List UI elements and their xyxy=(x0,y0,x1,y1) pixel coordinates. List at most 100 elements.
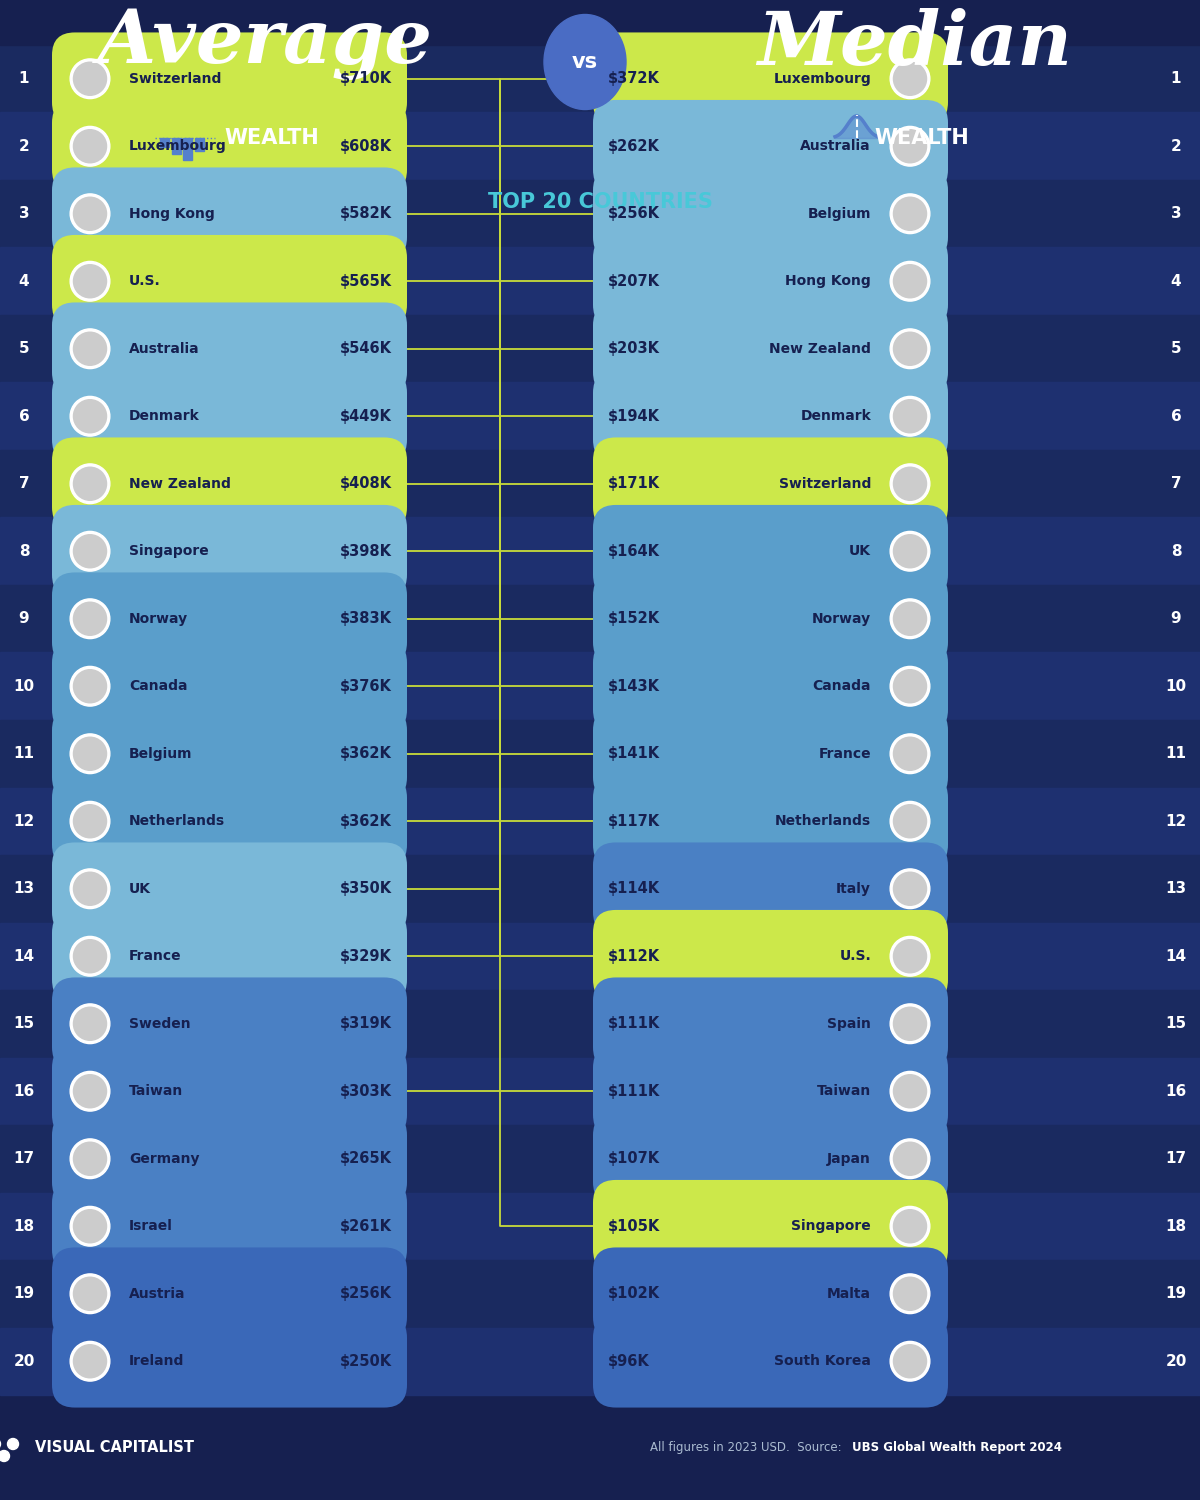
Text: 8: 8 xyxy=(1171,543,1181,558)
Circle shape xyxy=(890,1071,930,1112)
Circle shape xyxy=(70,1138,110,1179)
Text: $582K: $582K xyxy=(340,207,392,222)
Text: 13: 13 xyxy=(1165,880,1187,896)
Text: 4: 4 xyxy=(19,273,29,288)
Bar xyxy=(0,315,1200,382)
Circle shape xyxy=(894,534,926,568)
Bar xyxy=(0,518,1200,585)
Circle shape xyxy=(890,261,930,302)
Circle shape xyxy=(7,1438,18,1449)
Circle shape xyxy=(890,598,930,639)
Text: $383K: $383K xyxy=(340,612,392,627)
Bar xyxy=(160,138,169,147)
FancyBboxPatch shape xyxy=(52,100,407,192)
Text: Singapore: Singapore xyxy=(791,1220,871,1233)
Circle shape xyxy=(73,1276,107,1311)
Text: Average: Average xyxy=(97,8,432,81)
Circle shape xyxy=(73,466,107,501)
Text: $152K: $152K xyxy=(608,612,660,627)
Circle shape xyxy=(73,62,107,96)
FancyBboxPatch shape xyxy=(593,843,948,934)
Text: $105K: $105K xyxy=(608,1218,660,1233)
Circle shape xyxy=(70,126,110,166)
Text: Belgium: Belgium xyxy=(808,207,871,220)
Text: Sweden: Sweden xyxy=(130,1017,191,1031)
Text: 18: 18 xyxy=(13,1218,35,1233)
Text: Luxembourg: Luxembourg xyxy=(130,140,227,153)
FancyBboxPatch shape xyxy=(593,1248,948,1340)
FancyBboxPatch shape xyxy=(52,910,407,1002)
Text: $362K: $362K xyxy=(340,813,392,828)
Text: All figures in 2023 USD.  Source:: All figures in 2023 USD. Source: xyxy=(650,1442,841,1455)
Bar xyxy=(0,1058,1200,1125)
Text: 3: 3 xyxy=(19,207,29,222)
Text: Norway: Norway xyxy=(130,612,188,626)
Bar xyxy=(0,922,1200,990)
Text: $408K: $408K xyxy=(340,476,392,490)
Text: $303K: $303K xyxy=(340,1083,392,1098)
Text: 18: 18 xyxy=(1165,1218,1187,1233)
Circle shape xyxy=(70,1341,110,1382)
Text: Belgium: Belgium xyxy=(130,747,192,760)
Text: $256K: $256K xyxy=(340,1287,392,1300)
Text: 11: 11 xyxy=(13,747,35,762)
Bar xyxy=(0,652,1200,720)
Text: Canada: Canada xyxy=(812,680,871,693)
Circle shape xyxy=(890,58,930,99)
Circle shape xyxy=(894,1074,926,1108)
Circle shape xyxy=(894,466,926,501)
Circle shape xyxy=(70,261,110,302)
FancyBboxPatch shape xyxy=(593,1180,948,1272)
Bar xyxy=(194,138,204,152)
FancyBboxPatch shape xyxy=(593,236,948,327)
Circle shape xyxy=(890,936,930,976)
Text: $265K: $265K xyxy=(340,1152,392,1167)
Text: Luxembourg: Luxembourg xyxy=(773,72,871,86)
Bar xyxy=(0,1192,1200,1260)
Text: $372K: $372K xyxy=(608,70,660,86)
Circle shape xyxy=(894,1209,926,1243)
Bar xyxy=(0,45,1200,112)
Text: $608K: $608K xyxy=(340,138,392,153)
Text: 7: 7 xyxy=(19,476,29,490)
Circle shape xyxy=(890,126,930,166)
Circle shape xyxy=(890,868,930,909)
Circle shape xyxy=(894,264,926,298)
Circle shape xyxy=(70,328,110,369)
Text: $350K: $350K xyxy=(340,880,392,896)
Circle shape xyxy=(70,1071,110,1112)
FancyBboxPatch shape xyxy=(52,506,407,597)
Text: France: France xyxy=(130,950,181,963)
Text: 3: 3 xyxy=(1171,207,1181,222)
Text: $250K: $250K xyxy=(340,1354,392,1370)
Text: U.S.: U.S. xyxy=(839,950,871,963)
Text: 2: 2 xyxy=(19,138,29,153)
Text: 19: 19 xyxy=(1165,1287,1187,1300)
Text: TOP 20 COUNTRIES: TOP 20 COUNTRIES xyxy=(487,192,713,211)
Text: 13: 13 xyxy=(13,880,35,896)
Text: $256K: $256K xyxy=(608,207,660,222)
Text: $319K: $319K xyxy=(340,1017,392,1032)
Text: 10: 10 xyxy=(1165,680,1187,694)
FancyBboxPatch shape xyxy=(52,640,407,732)
FancyBboxPatch shape xyxy=(52,978,407,1070)
Text: $329K: $329K xyxy=(340,950,392,964)
Text: $449K: $449K xyxy=(340,410,392,423)
FancyBboxPatch shape xyxy=(593,506,948,597)
Circle shape xyxy=(70,936,110,976)
Text: 4: 4 xyxy=(1171,273,1181,288)
Text: 2: 2 xyxy=(1171,138,1181,153)
Text: France: France xyxy=(818,747,871,760)
Bar xyxy=(0,720,1200,788)
Text: U.S.: U.S. xyxy=(130,274,161,288)
FancyBboxPatch shape xyxy=(52,1248,407,1340)
Circle shape xyxy=(894,1276,926,1311)
Circle shape xyxy=(890,464,930,504)
Text: 15: 15 xyxy=(13,1017,35,1032)
Circle shape xyxy=(894,669,926,704)
Text: WEALTH: WEALTH xyxy=(224,128,319,148)
Circle shape xyxy=(890,531,930,572)
Circle shape xyxy=(894,399,926,433)
Circle shape xyxy=(70,464,110,504)
FancyBboxPatch shape xyxy=(52,1113,407,1204)
